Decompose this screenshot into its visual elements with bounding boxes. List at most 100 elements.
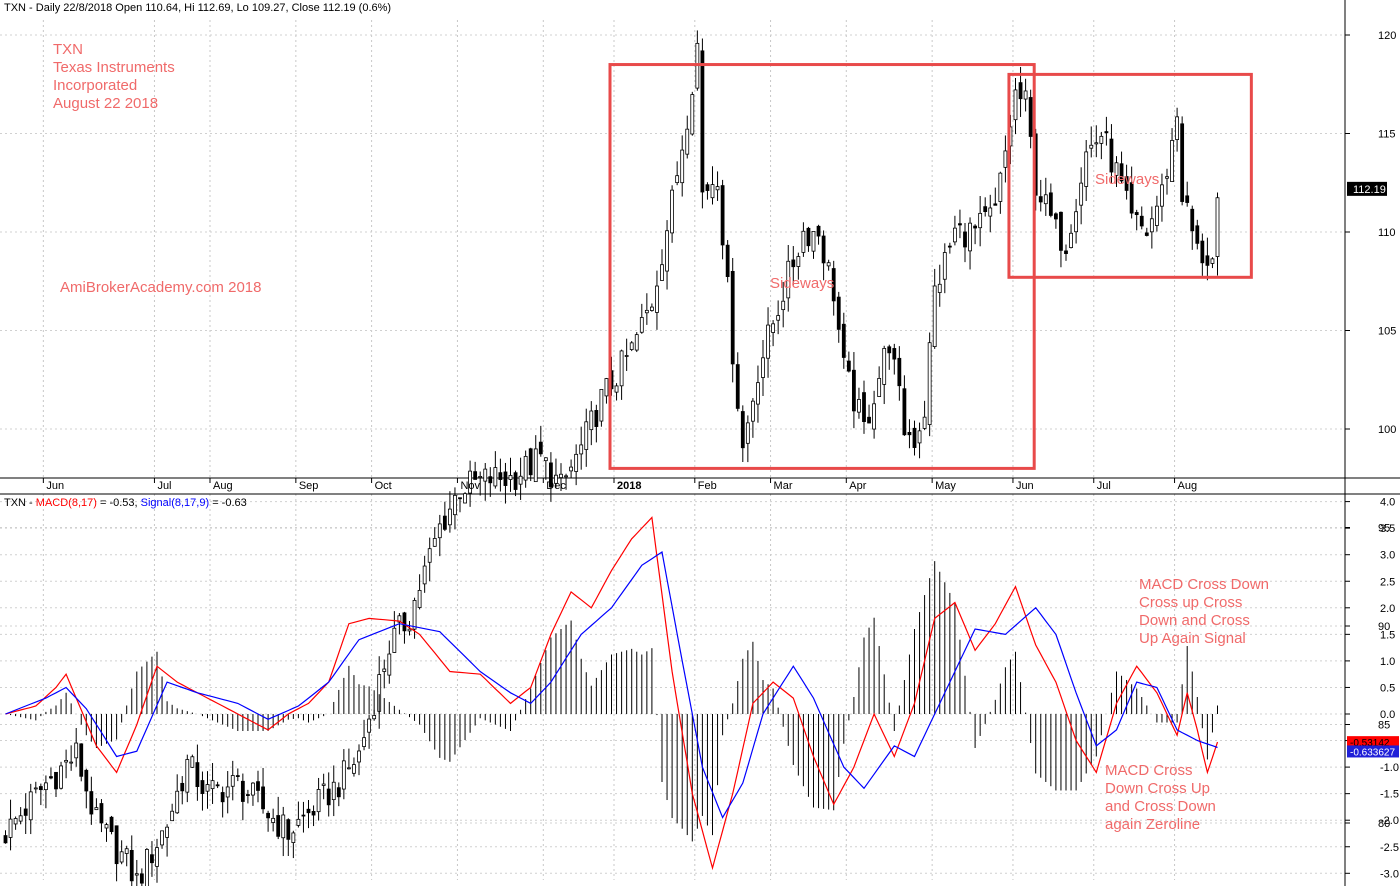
candle-body [387,653,392,676]
candle-body [346,767,351,770]
sideways-label-1: Sideways [770,275,834,292]
candle-body [442,515,447,530]
candle-body [543,457,548,462]
candle-body [574,453,579,472]
x-tick-label: Dec [546,480,566,492]
y-tick-label: 0.5 [1380,682,1395,694]
candle-body [185,759,190,793]
candle-body [124,848,129,854]
macd-cross-annotation-line-3: Down and Cross [1139,612,1250,629]
candle-body [1079,182,1084,206]
candle-body [306,808,311,814]
candle-body [1094,142,1099,145]
candle-body [781,300,786,311]
title-annotation-line-1: TXN [53,41,83,58]
candle-body [1185,195,1190,203]
title-annotation-line-2: Texas Instruments [53,59,175,76]
candle-body [867,416,871,424]
candle-body [195,762,200,787]
candle-body [1109,138,1114,173]
candle-body [958,223,962,226]
candle-body [1149,218,1154,233]
candle-body [1104,131,1109,134]
candle-body [680,149,685,184]
candle-body [382,668,387,672]
candle-body [139,873,144,884]
candle-body [114,825,119,865]
candle-body [1013,89,1018,121]
candle-body [205,784,210,792]
candle-body [811,231,816,252]
candle-body [776,315,781,321]
candle-body [801,230,806,253]
candle-body [104,824,109,829]
candle-body [700,50,705,193]
candle-body [220,792,225,803]
candle-body [872,403,876,430]
candle-body [498,472,503,480]
candle-body [624,355,629,357]
x-tick-label: Jul [1097,480,1111,492]
candle-body [437,523,442,539]
x-tick-label: Aug [1178,480,1198,492]
y-tick-label: 3.0 [1380,550,1395,562]
x-tick-label: Sep [299,480,319,492]
candle-body [725,244,730,277]
candle-body [932,285,937,347]
candle-body [852,369,856,412]
candle-body [569,466,573,472]
candle-body [1119,163,1124,182]
candle-body [331,781,336,801]
x-tick-label: Apr [849,480,866,492]
candle-body [417,589,422,608]
candle-body [655,285,659,313]
candle-body [144,849,149,891]
candle-body [1155,205,1159,226]
candle-body [1205,255,1210,266]
candle-body [1023,90,1028,100]
candle-body [670,189,674,234]
candle-body [1064,250,1068,254]
candle-body [685,128,690,155]
candle-body [240,780,245,802]
candle-body [1003,150,1008,168]
candle-body [710,184,715,199]
candle-body [619,350,624,387]
candle-body [326,788,331,806]
candle-body [1084,151,1089,187]
candle-body [49,776,53,779]
candle-body [200,780,205,794]
candle-body [554,474,558,484]
candle-body [1043,194,1048,205]
macd-value-tag: -0.53142 [1347,736,1399,749]
candle-body [927,342,932,426]
candle-body [735,364,740,409]
candle-body [301,814,306,817]
candle-body [23,808,28,816]
candle-body [13,818,18,825]
candle-body [1160,184,1164,207]
candle-body [1069,232,1073,249]
candle-body [483,468,488,482]
title-annotation-line-3: Incorporated [53,77,137,94]
y-tick-label: 3.5 [1380,523,1395,535]
candle-body [18,815,23,822]
candle-body [1048,192,1053,216]
candle-body [973,225,977,229]
zeroline-annotation-line-1: MACD Cross [1105,762,1193,779]
candle-body [1180,123,1185,202]
y-tick-label: 4.0 [1380,497,1395,509]
x-tick-label: Mar [774,480,793,492]
candle-body [74,742,79,759]
candle-body [155,847,159,867]
candle-body [261,786,265,810]
candle-body [336,787,341,798]
candle-body [1210,258,1215,264]
candle-body [771,323,775,333]
candle-body [175,790,180,814]
y-tick-label: 110 [1378,227,1396,239]
candle-body [170,810,175,822]
macd-cross-annotation-line-1: MACD Cross Down [1139,576,1269,593]
candle-body [882,348,887,385]
candle-body [761,357,765,378]
